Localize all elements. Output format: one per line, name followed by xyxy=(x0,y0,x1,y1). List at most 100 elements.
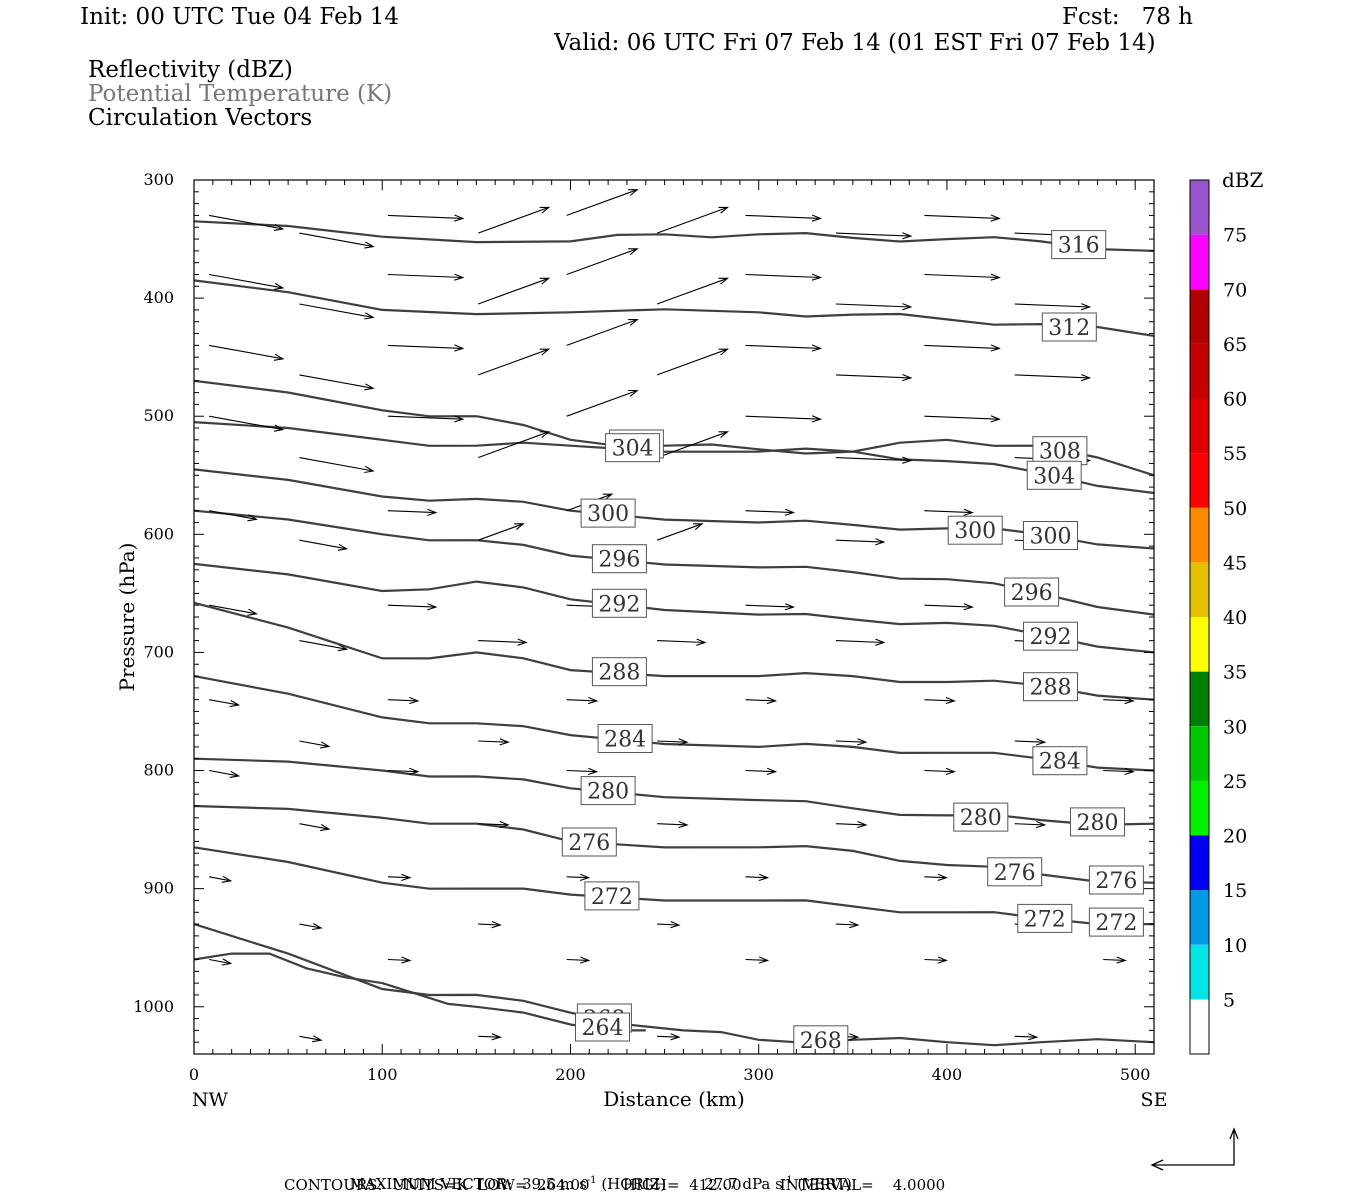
contour-300 xyxy=(193,468,1155,550)
vector-arrow xyxy=(299,823,329,830)
colorbar-swatch xyxy=(1190,234,1209,290)
vector-arrow xyxy=(924,273,1000,279)
vector-arrowhead xyxy=(670,920,681,929)
vector-arrowhead xyxy=(811,273,823,281)
contour-label: 288 xyxy=(1030,676,1072,701)
vector-arrowhead xyxy=(401,873,412,882)
vector-arrowhead xyxy=(273,223,285,231)
vector-arrowhead xyxy=(1080,373,1092,382)
vector-arrowhead xyxy=(409,696,420,705)
vector-arrow xyxy=(745,415,821,420)
colorbar-tick-label: 70 xyxy=(1223,279,1247,301)
contour-label-box xyxy=(591,544,647,574)
vector-arrow xyxy=(299,457,374,472)
vector-arrowhead xyxy=(221,875,233,883)
contour-label-box xyxy=(1004,577,1060,607)
colorbar-swatch xyxy=(1190,671,1209,727)
vector-arrow xyxy=(208,876,231,882)
contour-label-box xyxy=(591,588,647,618)
y-tick-label: 300 xyxy=(143,170,174,189)
vector-arrowhead xyxy=(221,958,233,966)
vector-arrow xyxy=(924,214,1000,219)
vector-arrow xyxy=(924,769,955,773)
contour-label: 280 xyxy=(587,780,629,805)
vector-arrowhead xyxy=(875,538,886,546)
horiz-tag: (HORIZ) xyxy=(601,1175,667,1193)
contour-label: 296 xyxy=(1011,581,1053,606)
vector-arrowhead xyxy=(539,431,551,439)
contour-label: 268 xyxy=(800,1029,842,1054)
vector-arrowhead xyxy=(454,415,465,423)
contour-label: 316 xyxy=(1058,234,1100,259)
vector-arrowhead xyxy=(320,824,331,832)
vector-arrowhead xyxy=(963,508,974,516)
vector-arrowhead xyxy=(427,603,438,611)
vector-arrowhead xyxy=(990,344,1001,352)
contour-label-box xyxy=(591,657,647,687)
vector-arrow xyxy=(745,510,794,514)
vector-arrow xyxy=(566,699,597,702)
colorbar-tick-label: 50 xyxy=(1223,498,1247,520)
colorbar-tick-label: 45 xyxy=(1223,552,1247,574)
vector-arrow xyxy=(387,769,418,773)
y-tick-label: 800 xyxy=(143,761,174,780)
contour-316 xyxy=(193,220,1155,252)
contour-label-box xyxy=(1088,865,1144,895)
contour-labels: 3163123083083043043003003002962962922922… xyxy=(561,230,1144,1055)
vector-arrowhead xyxy=(587,767,599,776)
vert-tag: (VERT) xyxy=(797,1175,852,1193)
vector-arrowhead xyxy=(1080,303,1092,311)
vector-arrow xyxy=(924,876,947,879)
vector-arrow xyxy=(387,604,436,608)
contour-label-box xyxy=(987,857,1043,887)
contour-label-box xyxy=(793,1025,849,1055)
colorbar-swatch xyxy=(1190,835,1209,891)
vector-arrow xyxy=(745,699,776,702)
colorbar-swatch xyxy=(1190,617,1209,672)
contour-label-box xyxy=(1023,621,1078,651)
contour-label: 264 xyxy=(582,1016,624,1041)
colorbar-tick-label: 5 xyxy=(1223,989,1235,1011)
vector-arrow xyxy=(657,1035,680,1038)
contour-label-box xyxy=(584,881,640,911)
vector-arrow xyxy=(299,740,329,747)
colorbar-swatch xyxy=(1190,398,1209,454)
vector-arrow xyxy=(656,206,728,234)
vector-arrow xyxy=(299,303,374,318)
vector-arrowhead xyxy=(337,543,349,551)
vector-arrowhead xyxy=(337,644,349,652)
y-tick-label: 500 xyxy=(143,406,174,425)
vector-arrow xyxy=(1103,769,1134,773)
vector-arrowhead xyxy=(811,344,823,352)
vector-arrowhead xyxy=(273,353,285,361)
y-tick-label: 1000 xyxy=(133,997,174,1016)
max-vector-label: MAXIMUM VECTOR: xyxy=(349,1175,513,1193)
colorbar-tick-label: 20 xyxy=(1223,826,1247,848)
vector-arrow xyxy=(478,640,527,644)
vector-arrow xyxy=(478,1035,501,1038)
vector-arrow xyxy=(387,415,463,420)
contour-label: 272 xyxy=(591,885,633,910)
vector-arrow xyxy=(478,823,509,826)
vector-arrow xyxy=(835,923,858,926)
x-tick-label: 400 xyxy=(932,1065,963,1084)
vector-arrowhead xyxy=(784,508,796,516)
vector-arrow xyxy=(1014,374,1090,379)
vector-arrowhead xyxy=(875,638,886,646)
vector-arrow xyxy=(1014,740,1045,743)
vector-arrowhead xyxy=(678,738,689,746)
circulation-vectors xyxy=(208,189,1135,1043)
contour-label: 288 xyxy=(598,661,640,686)
vector-arrowhead xyxy=(678,820,689,829)
vector-arrow xyxy=(566,189,638,216)
x-tick-label: 200 xyxy=(555,1065,586,1084)
colorbar-tick-label: 10 xyxy=(1223,935,1247,957)
contour-label: 280 xyxy=(960,806,1002,831)
vector-arrowhead xyxy=(579,873,591,882)
vector-arrowhead xyxy=(247,608,258,616)
vector-arrowhead xyxy=(857,738,868,746)
vector-arrow xyxy=(1014,1035,1037,1038)
vector-arrow xyxy=(745,273,821,279)
contour-label-box xyxy=(1023,521,1078,550)
